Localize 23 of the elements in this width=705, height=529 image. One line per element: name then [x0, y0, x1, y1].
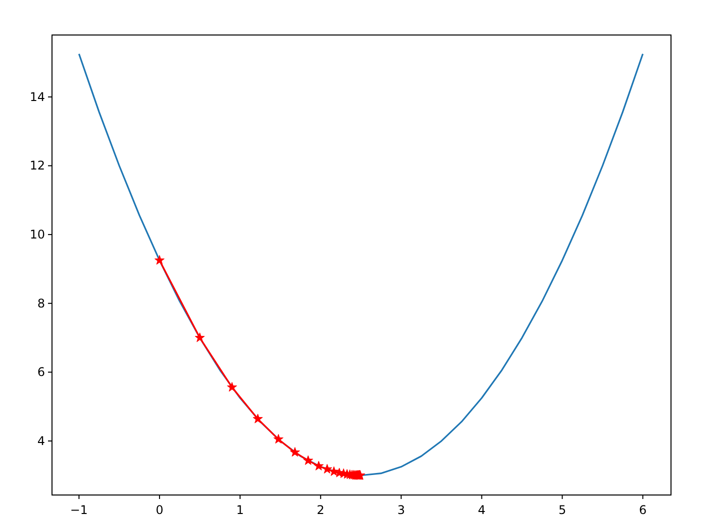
x-tick-label: 2 [316, 503, 324, 517]
point [194, 332, 205, 342]
point [290, 447, 300, 457]
point [273, 434, 284, 444]
x-tick-label: 3 [397, 503, 405, 517]
point [314, 460, 324, 470]
point [227, 382, 238, 392]
y-tick-label: 4 [37, 434, 45, 448]
x-tick-label: 0 [156, 503, 164, 517]
y-tick-label: 12 [30, 158, 45, 173]
point [322, 464, 332, 474]
x-tick-label: −1 [70, 503, 88, 517]
y-tick-label: 6 [37, 365, 45, 380]
y-tick-label: 10 [30, 228, 45, 242]
x-tick-label: 5 [558, 503, 566, 517]
x-tick-label: 1 [236, 503, 244, 517]
x-tick-label: 4 [478, 503, 486, 517]
point [303, 455, 314, 465]
point [252, 414, 263, 424]
point [154, 255, 165, 265]
y-tick-label: 14 [30, 90, 45, 104]
y-tick-label: 8 [37, 296, 45, 310]
x-tick-label: 6 [638, 503, 647, 517]
